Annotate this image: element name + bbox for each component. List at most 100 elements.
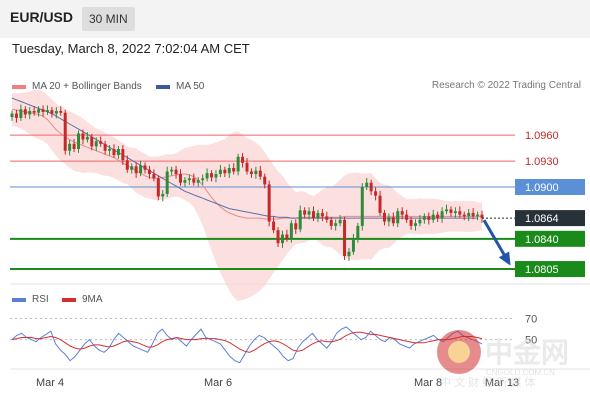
candle-body-104 — [471, 212, 475, 217]
x-tick-label-2: Mar 8 — [414, 377, 442, 389]
current-price-label: 1.0864 — [525, 213, 559, 225]
candle-body-49 — [227, 168, 231, 174]
legend-ma20-label: MA 20 + Bollinger Bands — [32, 81, 142, 92]
moving-averages — [11, 97, 482, 220]
candle-body-106 — [480, 214, 484, 219]
level-tag-3 — [515, 230, 585, 247]
candle-body-25 — [121, 149, 125, 161]
candle-body-88 — [400, 211, 404, 215]
candle-body-31 — [147, 169, 151, 175]
level-label-2: 1.0900 — [525, 182, 559, 194]
candle-body-28 — [134, 166, 138, 174]
legend-ma50-label: MA 50 — [176, 81, 205, 92]
candle-body-99 — [449, 209, 453, 213]
candle-body-79 — [360, 187, 364, 226]
candle-body-63 — [289, 223, 293, 239]
x-tick-label-0: Mar 4 — [36, 377, 64, 389]
candle-body-36 — [170, 169, 174, 172]
candle-body-53 — [245, 162, 249, 172]
watermark-logo-inner — [448, 341, 470, 363]
candle-body-39 — [183, 180, 187, 183]
candle-body-24 — [116, 149, 120, 156]
level-label-0: 1.0960 — [525, 130, 559, 142]
candle-body-76 — [347, 251, 351, 257]
candle-body-27 — [130, 166, 134, 170]
candle-body-45 — [210, 173, 214, 178]
level-label-3: 1.0840 — [525, 234, 559, 246]
candle-body-85 — [387, 217, 391, 222]
candle-body-93 — [422, 216, 426, 220]
candle-body-94 — [427, 216, 431, 220]
legend-rsi-label: RSI — [32, 294, 49, 305]
candle-body-71 — [325, 216, 329, 220]
candle-body-95 — [431, 214, 435, 220]
legend-ma50: MA 50 — [156, 81, 204, 92]
legend-9ma-label: 9MA — [82, 294, 103, 305]
candle-body-89 — [405, 214, 409, 220]
candle-body-5 — [32, 111, 36, 113]
candle-body-33 — [156, 178, 160, 197]
candle-body-87 — [396, 211, 400, 224]
candle-body-40 — [187, 178, 191, 181]
candle-body-3 — [23, 109, 27, 115]
candle-body-26 — [125, 160, 129, 170]
candle-body-81 — [369, 182, 373, 192]
candle-body-51 — [236, 156, 240, 172]
forecast-arrow-head — [498, 251, 511, 266]
candle-body-8 — [45, 110, 49, 112]
candle-body-6 — [37, 109, 41, 113]
candle-body-72 — [329, 219, 333, 226]
candle-body-103 — [467, 212, 471, 217]
rsi-level-label-0: 70 — [525, 314, 537, 326]
rsi-level-label-1: 50 — [525, 335, 537, 347]
candle-body-7 — [41, 109, 45, 112]
candle-body-75 — [343, 219, 347, 257]
candle-body-56 — [258, 170, 262, 177]
timeframe-button[interactable]: 30 MIN — [82, 7, 135, 31]
legend-rsi: RSI — [12, 294, 49, 305]
candle-body-100 — [453, 211, 457, 213]
candle-body-12 — [63, 112, 67, 151]
rsi-ma9-line — [11, 331, 483, 353]
candle-body-54 — [249, 171, 253, 175]
candlesticks — [10, 104, 484, 261]
candle-body-4 — [28, 111, 32, 115]
candle-body-23 — [112, 149, 116, 156]
candle-body-21 — [103, 143, 107, 151]
candle-body-62 — [285, 234, 289, 239]
rsi-line — [11, 326, 483, 364]
candle-body-55 — [254, 170, 258, 175]
candle-body-41 — [192, 178, 196, 183]
credit-text: Research © 2022 Trading Central — [431, 80, 581, 91]
ma20-line — [11, 108, 482, 220]
candle-body-17 — [85, 136, 89, 140]
candle-body-15 — [77, 133, 81, 149]
candle-body-86 — [391, 217, 395, 224]
bollinger-band-fill — [12, 89, 482, 302]
candle-body-67 — [307, 211, 311, 215]
candle-body-61 — [280, 234, 284, 244]
watermark-brand: 中金网 — [485, 336, 569, 368]
watermark-tagline: 中 文 财 经 新 媒 体 — [440, 375, 535, 389]
level-label-1: 1.0930 — [525, 156, 559, 168]
legend-9ma: 9MA — [62, 294, 103, 305]
candle-body-47 — [218, 169, 222, 175]
candle-body-9 — [50, 110, 54, 114]
level-label-4: 1.0805 — [525, 264, 559, 276]
candle-body-14 — [72, 143, 76, 149]
chart-datetime: Tuesday, March 8, 2022 7:02:04 AM CET — [12, 41, 250, 56]
x-tick-label-3: Mar 13 — [485, 377, 519, 389]
candle-body-58 — [267, 184, 271, 222]
legend-rsi-swatch — [12, 297, 26, 302]
candle-body-73 — [334, 223, 338, 226]
ma50-line — [11, 97, 478, 219]
candle-body-20 — [99, 141, 103, 144]
candle-body-34 — [161, 193, 165, 197]
candle-body-65 — [298, 210, 302, 230]
candle-body-64 — [294, 223, 298, 230]
candle-body-30 — [143, 165, 147, 170]
candle-body-0 — [10, 113, 14, 118]
candle-body-102 — [462, 214, 466, 217]
